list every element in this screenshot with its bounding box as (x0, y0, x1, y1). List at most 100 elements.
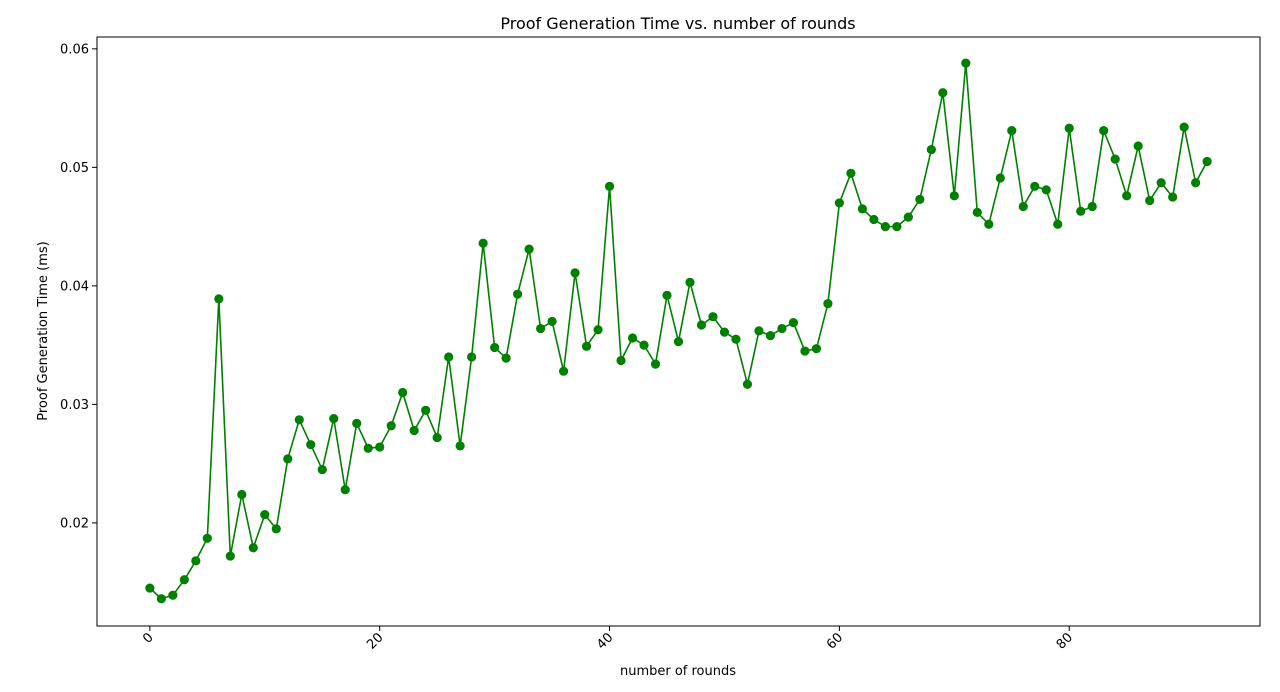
data-point (800, 346, 810, 356)
plot-frame (96, 36, 1261, 627)
x-tick-label: 60 (824, 630, 846, 652)
data-point (708, 312, 718, 322)
data-point (1018, 201, 1028, 212)
data-point (949, 191, 959, 201)
data-point (191, 556, 201, 566)
data-point (995, 173, 1005, 183)
data-point (1053, 219, 1063, 229)
data-point (501, 353, 511, 363)
data-point (168, 590, 178, 600)
data-point (524, 244, 534, 254)
data-point (673, 336, 684, 347)
data-point (329, 414, 339, 424)
data-point (857, 204, 867, 214)
data-point (156, 594, 166, 604)
data-point (363, 443, 373, 453)
data-point (915, 194, 925, 204)
data-point (880, 222, 890, 232)
data-point (237, 489, 247, 500)
data-point (1064, 123, 1074, 133)
data-point (1145, 195, 1155, 206)
data-point (271, 524, 281, 534)
data-point (421, 405, 431, 415)
data-point (604, 181, 615, 191)
data-point (765, 331, 776, 341)
data-point (490, 342, 500, 353)
data-point (409, 425, 419, 436)
x-tick-label: 40 (594, 630, 616, 652)
data-point (513, 289, 523, 299)
data-point (777, 323, 787, 334)
data-point (398, 387, 408, 398)
data-point (1087, 201, 1097, 212)
data-point (260, 509, 270, 520)
y-axis-label: Proof Generation Time (ms) (36, 241, 51, 420)
data-point (696, 320, 707, 330)
data-point (1076, 206, 1086, 216)
data-point (1156, 178, 1166, 188)
data-point (811, 344, 822, 354)
data-point (306, 440, 316, 450)
series-line (149, 62, 1208, 600)
data-point (593, 325, 603, 335)
data-point (869, 214, 879, 225)
x-axis: 0 20 40 60 80 (140, 626, 1076, 653)
data-point (283, 454, 293, 464)
data-point (455, 441, 465, 451)
data-point (214, 294, 224, 304)
data-point (179, 575, 189, 585)
data-point (570, 268, 580, 278)
data-point (1099, 126, 1109, 136)
x-tick-label: 80 (1054, 630, 1076, 652)
y-tick-label: 0.06 (60, 42, 89, 57)
data-point (719, 327, 730, 337)
data-point (731, 334, 741, 344)
data-point (317, 464, 327, 475)
data-point (616, 355, 626, 366)
data-point (961, 58, 971, 68)
data-point (1030, 181, 1040, 191)
data-point (375, 442, 385, 452)
data-point (823, 299, 833, 309)
y-tick-label: 0.03 (60, 398, 89, 413)
x-tick-label: 20 (364, 630, 386, 652)
data-point (547, 316, 557, 327)
data-point (834, 198, 844, 208)
data-point (352, 418, 362, 428)
chart-title: Proof Generation Time vs. number of roun… (500, 14, 855, 33)
y-tick-label: 0.02 (60, 516, 89, 531)
data-point (972, 207, 982, 217)
data-point (558, 366, 569, 376)
plot-area (145, 58, 1212, 604)
data-point (1007, 126, 1017, 136)
data-point (1041, 185, 1051, 195)
data-point (1168, 192, 1178, 202)
data-point (903, 212, 913, 222)
data-point (386, 421, 396, 431)
y-axis: 0.02 0.03 0.04 0.05 0.06 (60, 42, 97, 531)
data-point (926, 144, 936, 155)
x-tick-label: 0 (140, 630, 156, 646)
data-point (650, 359, 661, 369)
data-point (1179, 122, 1189, 132)
data-point (202, 533, 212, 543)
data-point (340, 485, 350, 495)
data-point (984, 219, 994, 229)
data-point (444, 352, 454, 362)
data-point (1191, 178, 1201, 188)
data-point (846, 168, 856, 178)
data-point (892, 222, 902, 232)
data-point (248, 543, 258, 553)
data-point (432, 432, 442, 443)
data-point (788, 318, 799, 328)
data-point (639, 340, 649, 350)
data-point (225, 551, 235, 561)
data-point (1133, 141, 1143, 151)
x-axis-label: number of rounds (620, 664, 736, 679)
data-point (467, 352, 477, 362)
data-point (627, 333, 638, 343)
y-tick-label: 0.04 (60, 279, 89, 294)
data-point (145, 583, 155, 593)
data-point (938, 88, 948, 98)
